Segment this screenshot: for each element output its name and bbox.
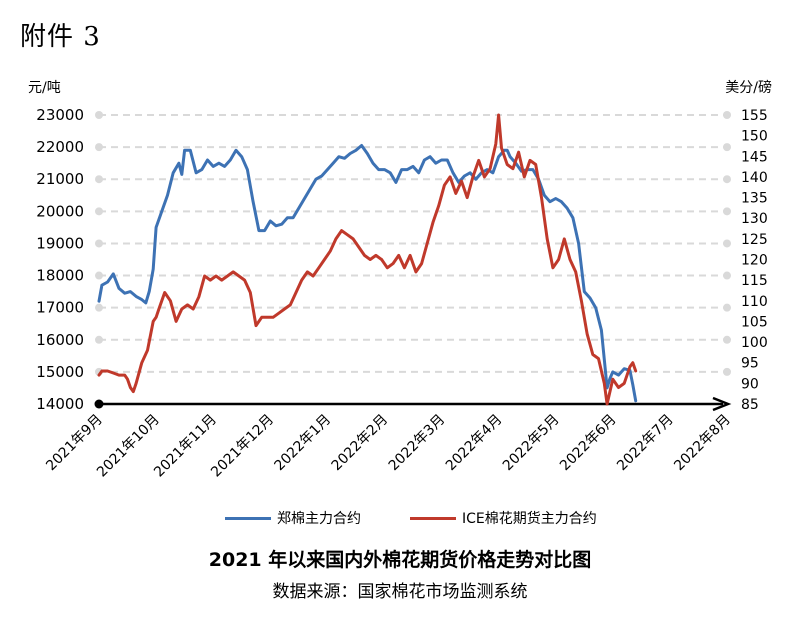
y2-tick-label: 140 bbox=[741, 170, 768, 186]
y-tick-label: 21000 bbox=[36, 170, 84, 188]
gridline-dot bbox=[723, 335, 731, 344]
gridline-dot bbox=[95, 143, 103, 152]
axes bbox=[94, 396, 732, 412]
gridline-dot bbox=[95, 271, 103, 280]
right-axis-tick-labels: 155 150 145 140 135 130 125 120 115 110 105 100 95 90… bbox=[741, 108, 768, 413]
y2-tick-label: 105 bbox=[741, 314, 768, 330]
gridline-dot bbox=[95, 111, 103, 119]
y2-tick-label: 120 bbox=[741, 253, 768, 269]
legend-swatch-ice bbox=[410, 516, 456, 520]
gridline-dot bbox=[95, 303, 103, 312]
y-tick-label: 16000 bbox=[36, 331, 84, 349]
chart-title: 2021 年以来国内外棉花期货价格走势对比图 bbox=[208, 549, 592, 571]
y-tick-label: 22000 bbox=[36, 138, 84, 156]
gridline-dot bbox=[95, 239, 103, 248]
series-line-0 bbox=[97, 144, 638, 403]
y-tick-label: 23000 bbox=[36, 106, 84, 124]
gridline-dot bbox=[723, 111, 731, 119]
x-axis-tick-labels: 2021年9月2021年10月2021年11月2021年12月2022年1月20… bbox=[43, 412, 734, 481]
gridline-dot bbox=[723, 143, 731, 152]
chart-source: 数据来源：国家棉花市场监测系统 bbox=[272, 582, 528, 602]
y2-tick-label: 150 bbox=[741, 129, 768, 145]
gridline-dot bbox=[723, 303, 731, 312]
legend-swatch-zce bbox=[225, 516, 271, 520]
gridline-dot bbox=[723, 271, 731, 280]
gridlines bbox=[95, 111, 731, 376]
x-tick-label: 2022年1月 bbox=[272, 412, 335, 475]
y-tick-label: 14000 bbox=[36, 395, 84, 413]
y-tick-label: 17000 bbox=[36, 299, 84, 317]
y-tick-label: 15000 bbox=[36, 363, 84, 381]
attachment-label: 附件 3 bbox=[20, 22, 101, 52]
legend-label-zce: 郑棉主力合约 bbox=[277, 511, 361, 527]
y2-tick-label: 90 bbox=[741, 376, 759, 392]
x-tick-label: 2022年5月 bbox=[500, 412, 563, 475]
legend-item-zce: 郑棉主力合约 bbox=[225, 508, 361, 528]
y2-tick-label: 145 bbox=[741, 149, 768, 165]
y2-tick-label: 155 bbox=[741, 108, 768, 124]
x-tick-label: 2022年4月 bbox=[443, 412, 506, 475]
left-axis-unit: 元/吨 bbox=[28, 80, 61, 96]
y2-tick-label: 110 bbox=[741, 294, 768, 310]
series-line-1 bbox=[97, 113, 638, 406]
x-axis-origin-dot bbox=[94, 399, 104, 409]
x-tick-label: 2022年2月 bbox=[329, 412, 392, 475]
legend-label-ice: ICE棉花期货主力合约 bbox=[462, 511, 597, 527]
gridline-dot bbox=[723, 207, 731, 216]
gridline-dot bbox=[95, 335, 103, 344]
x-tick-label: 2022年3月 bbox=[386, 412, 449, 475]
x-tick-label: 2021年9月 bbox=[43, 412, 106, 475]
series-lines bbox=[97, 113, 638, 406]
left-axis-tick-labels: 23000 22000 21000 20000 19000 18000 17000 16000… bbox=[36, 106, 84, 413]
y-tick-label: 20000 bbox=[36, 202, 84, 220]
y2-tick-label: 125 bbox=[741, 232, 768, 248]
x-tick-label: 2022年8月 bbox=[671, 412, 734, 475]
line-chart: 23000 22000 21000 20000 19000 18000 17000 16000… bbox=[28, 79, 772, 481]
legend: 郑棉主力合约 ICE棉花期货主力合约 bbox=[0, 500, 800, 530]
y-tick-label: 19000 bbox=[36, 234, 84, 252]
gridline-dot bbox=[95, 175, 103, 184]
y2-tick-label: 95 bbox=[741, 356, 759, 372]
gridline-dot bbox=[723, 367, 731, 376]
y-tick-label: 18000 bbox=[36, 267, 84, 285]
y2-tick-label: 130 bbox=[741, 211, 768, 227]
gridline-dot bbox=[723, 239, 731, 248]
y2-tick-label: 115 bbox=[741, 273, 768, 289]
y2-tick-label: 85 bbox=[741, 397, 759, 413]
gridline-dot bbox=[723, 175, 731, 184]
gridline-dot bbox=[95, 207, 103, 216]
y2-tick-label: 100 bbox=[741, 335, 768, 351]
x-tick-label: 2022年6月 bbox=[557, 412, 620, 475]
x-tick-label: 2022年7月 bbox=[614, 412, 677, 475]
legend-item-ice: ICE棉花期货主力合约 bbox=[410, 508, 597, 528]
right-axis-unit: 美分/磅 bbox=[725, 79, 772, 96]
x-axis-arrow bbox=[712, 396, 732, 412]
y2-tick-label: 135 bbox=[741, 191, 768, 207]
